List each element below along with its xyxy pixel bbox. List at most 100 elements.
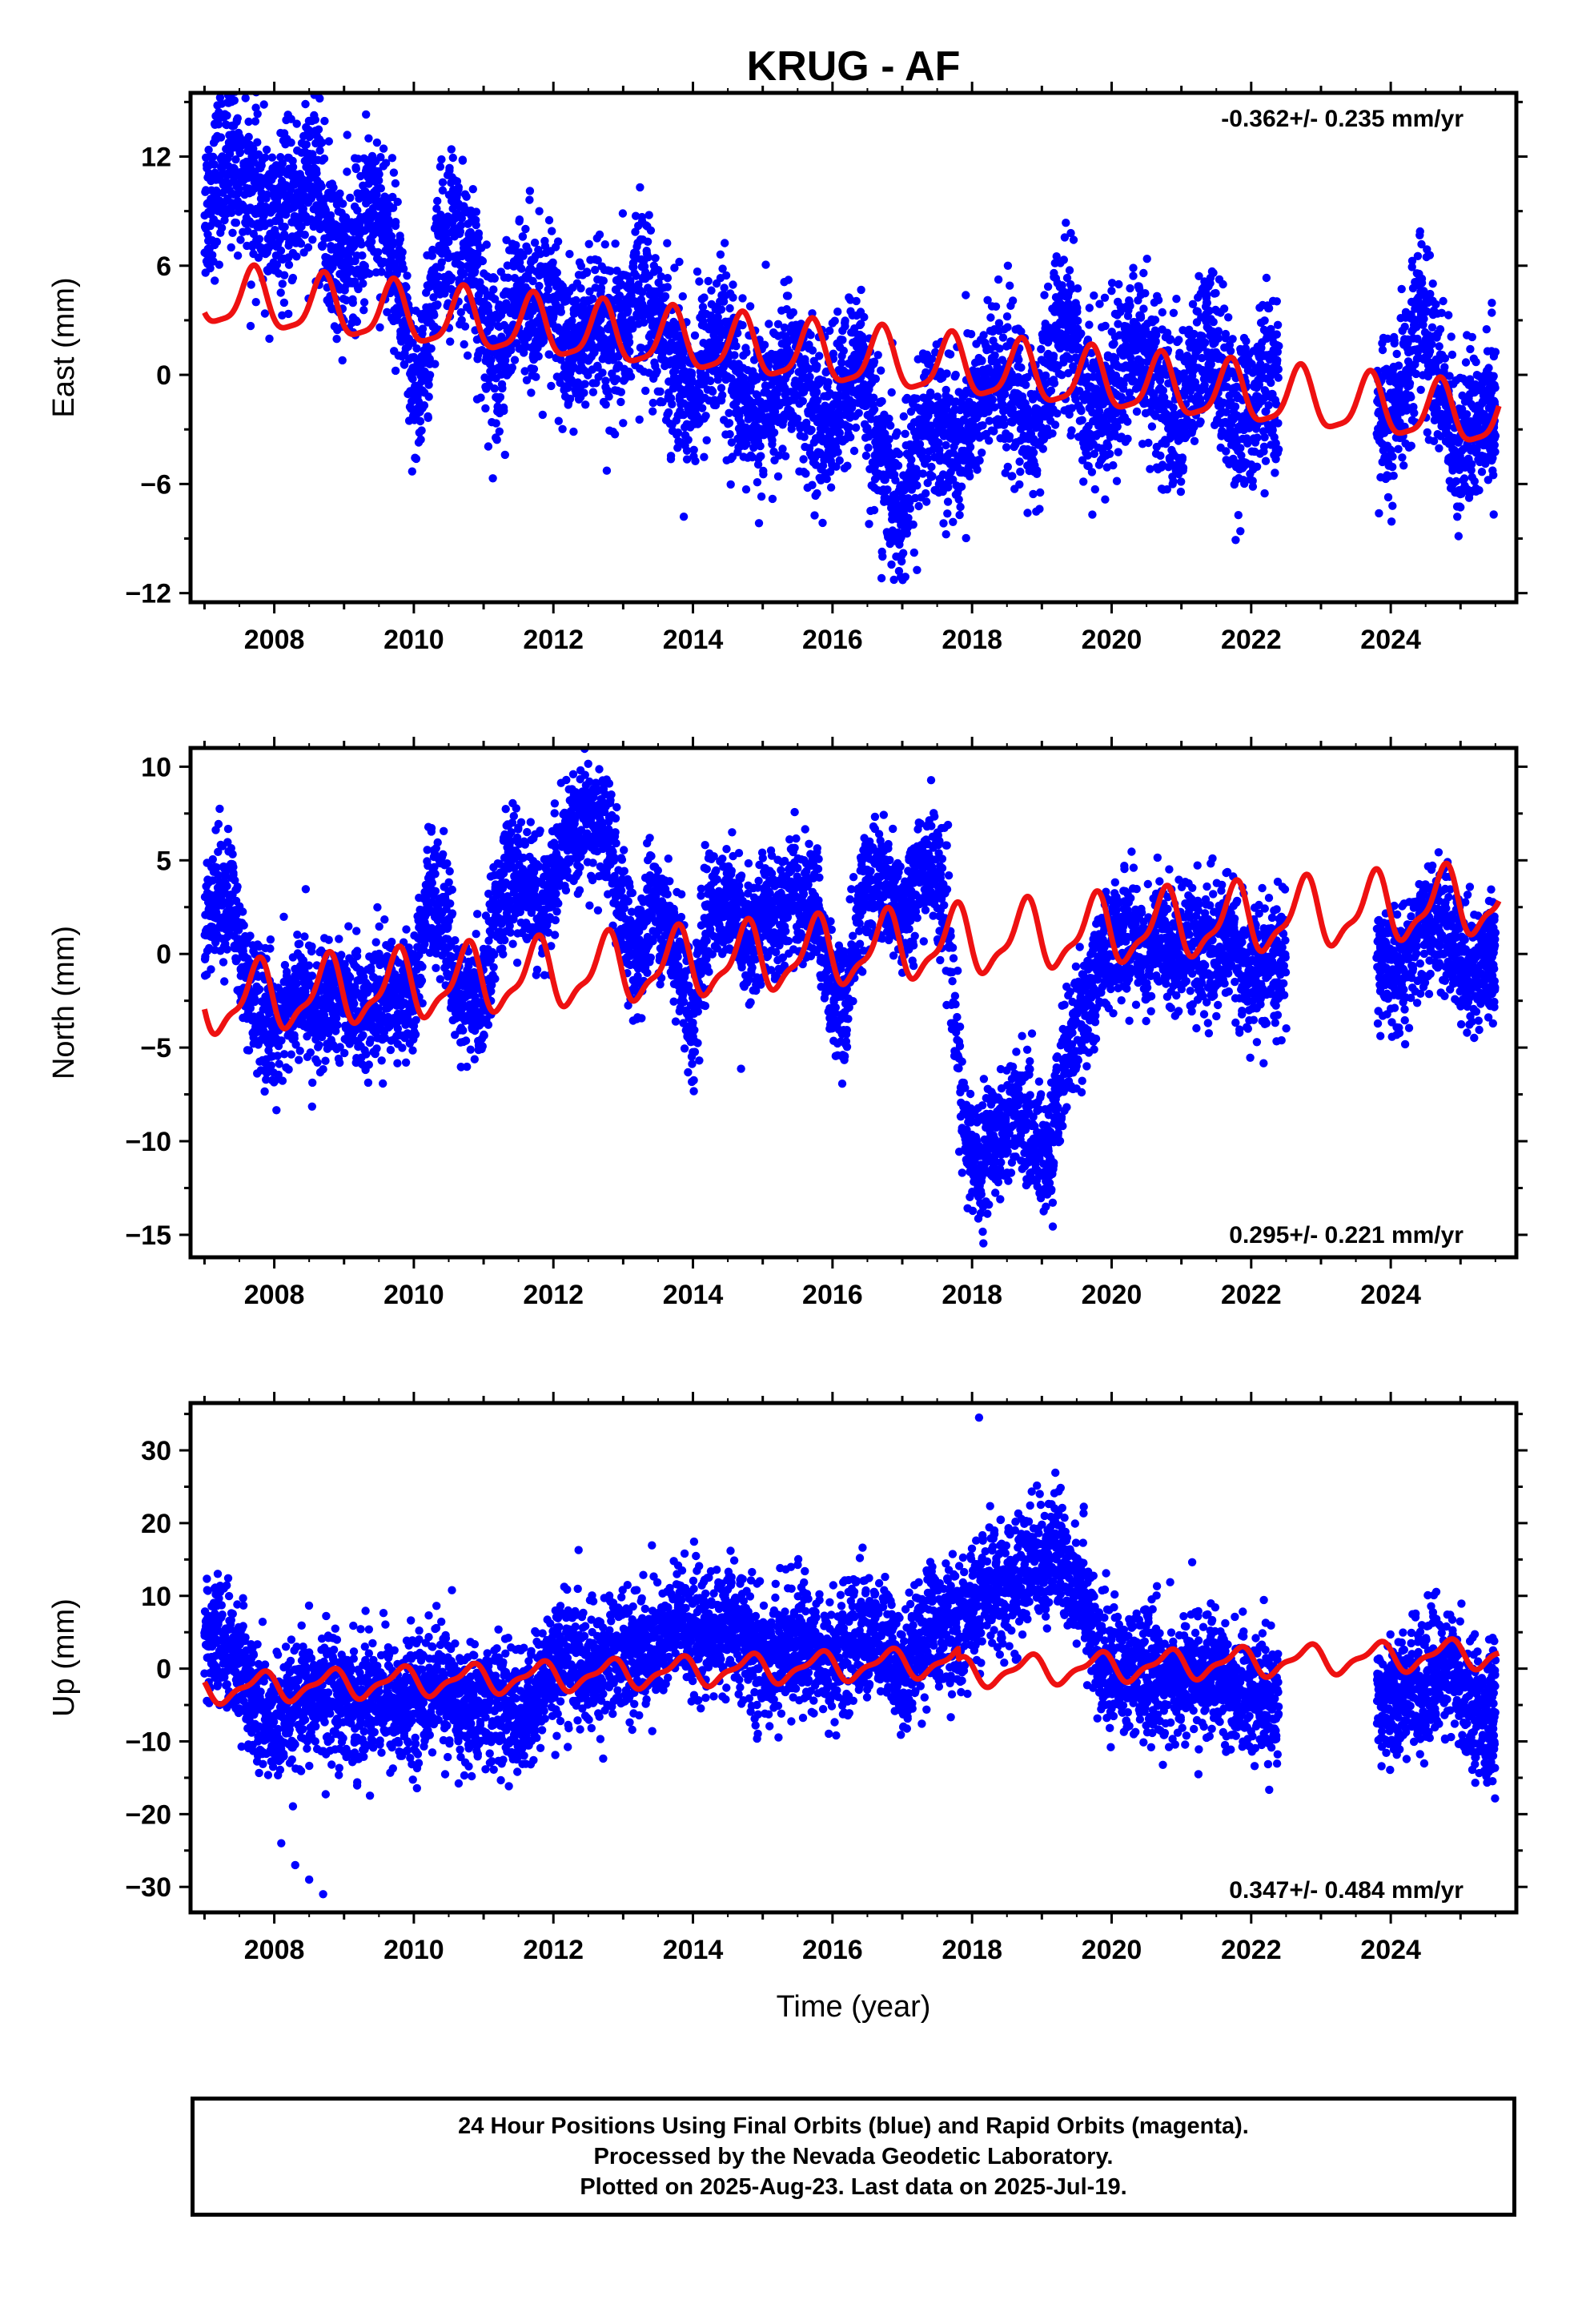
data-point [800,432,809,441]
data-point [249,144,258,153]
data-point [1112,476,1122,485]
data-point [424,380,433,389]
data-point [482,240,491,249]
data-point [498,384,507,393]
data-point [383,308,391,316]
data-point [1008,296,1018,305]
data-point [501,356,510,365]
data-point [448,153,457,163]
data-point [233,114,242,123]
data-point [721,239,729,247]
data-point [666,452,676,460]
data-point [311,115,319,124]
data-point [678,292,687,301]
data-point [584,371,592,380]
data-point [1067,426,1076,435]
data-point [644,211,653,219]
data-point [1190,436,1199,445]
data-point [610,430,620,439]
data-point [730,351,739,360]
data-point [986,313,995,322]
data-point [717,384,726,392]
data-point [1006,281,1014,290]
data-point [1088,510,1097,519]
data-point [365,269,374,278]
data-point [276,288,285,297]
data-point [429,293,438,302]
data-point [729,293,737,302]
data-point [340,286,349,295]
data-point [886,421,895,430]
data-point [885,414,893,423]
data-point [663,239,672,247]
data-point [456,308,465,317]
data-point [510,356,520,364]
data-point [716,250,725,259]
data-point [864,443,873,452]
data-point [544,350,554,359]
data-point [1014,356,1023,364]
data-point [246,74,254,82]
data-point [741,485,751,494]
data-point [357,240,366,249]
data-point [318,138,327,147]
data-point [515,215,524,224]
data-point [580,388,588,397]
data-point [456,227,465,236]
data-point [367,237,376,246]
data-point [1022,380,1030,389]
data-point [1169,476,1178,486]
data-point [403,271,412,280]
data-point [691,456,700,465]
data-point [955,510,964,520]
data-point [576,262,586,271]
data-point [829,349,838,358]
data-point [424,412,432,421]
data-point [490,295,500,304]
data-point [288,273,298,283]
data-point [1142,255,1151,263]
data-point [529,364,539,373]
data-point [444,237,453,247]
data-point [1016,467,1025,476]
data-point [1077,406,1086,416]
data-point [278,159,287,168]
data-point [374,247,383,257]
data-point [946,350,955,359]
data-point [873,351,882,360]
data-point [524,246,532,255]
data-point [230,96,239,105]
data-point [599,276,608,285]
panel-east: 2008 2010 2012 2014 2016 2018 2020 2022 2024−12−… [47,74,1528,655]
data-point [1023,509,1032,517]
data-point [424,392,433,401]
data-point [588,388,598,396]
data-point [427,344,436,353]
data-point [343,167,351,176]
data-point [412,344,421,353]
data-point [1062,219,1070,227]
data-point [825,326,834,336]
data-point [231,155,240,164]
data-point [235,148,245,157]
data-point [635,415,644,424]
data-point [558,424,567,433]
data-point [618,209,628,218]
data-point [1050,379,1059,388]
data-point [1104,442,1113,451]
data-point [843,461,852,470]
data-point [388,203,398,212]
data-point [759,470,768,479]
data-point [760,340,769,349]
data-point [388,192,397,202]
data-point [478,256,488,266]
data-point [1105,449,1114,458]
data-point [460,270,468,279]
data-point [624,306,632,316]
data-point [535,207,544,215]
data-point [949,517,958,526]
data-point [521,224,530,234]
data-point [942,440,950,450]
data-point [725,419,734,428]
data-point [985,436,994,445]
